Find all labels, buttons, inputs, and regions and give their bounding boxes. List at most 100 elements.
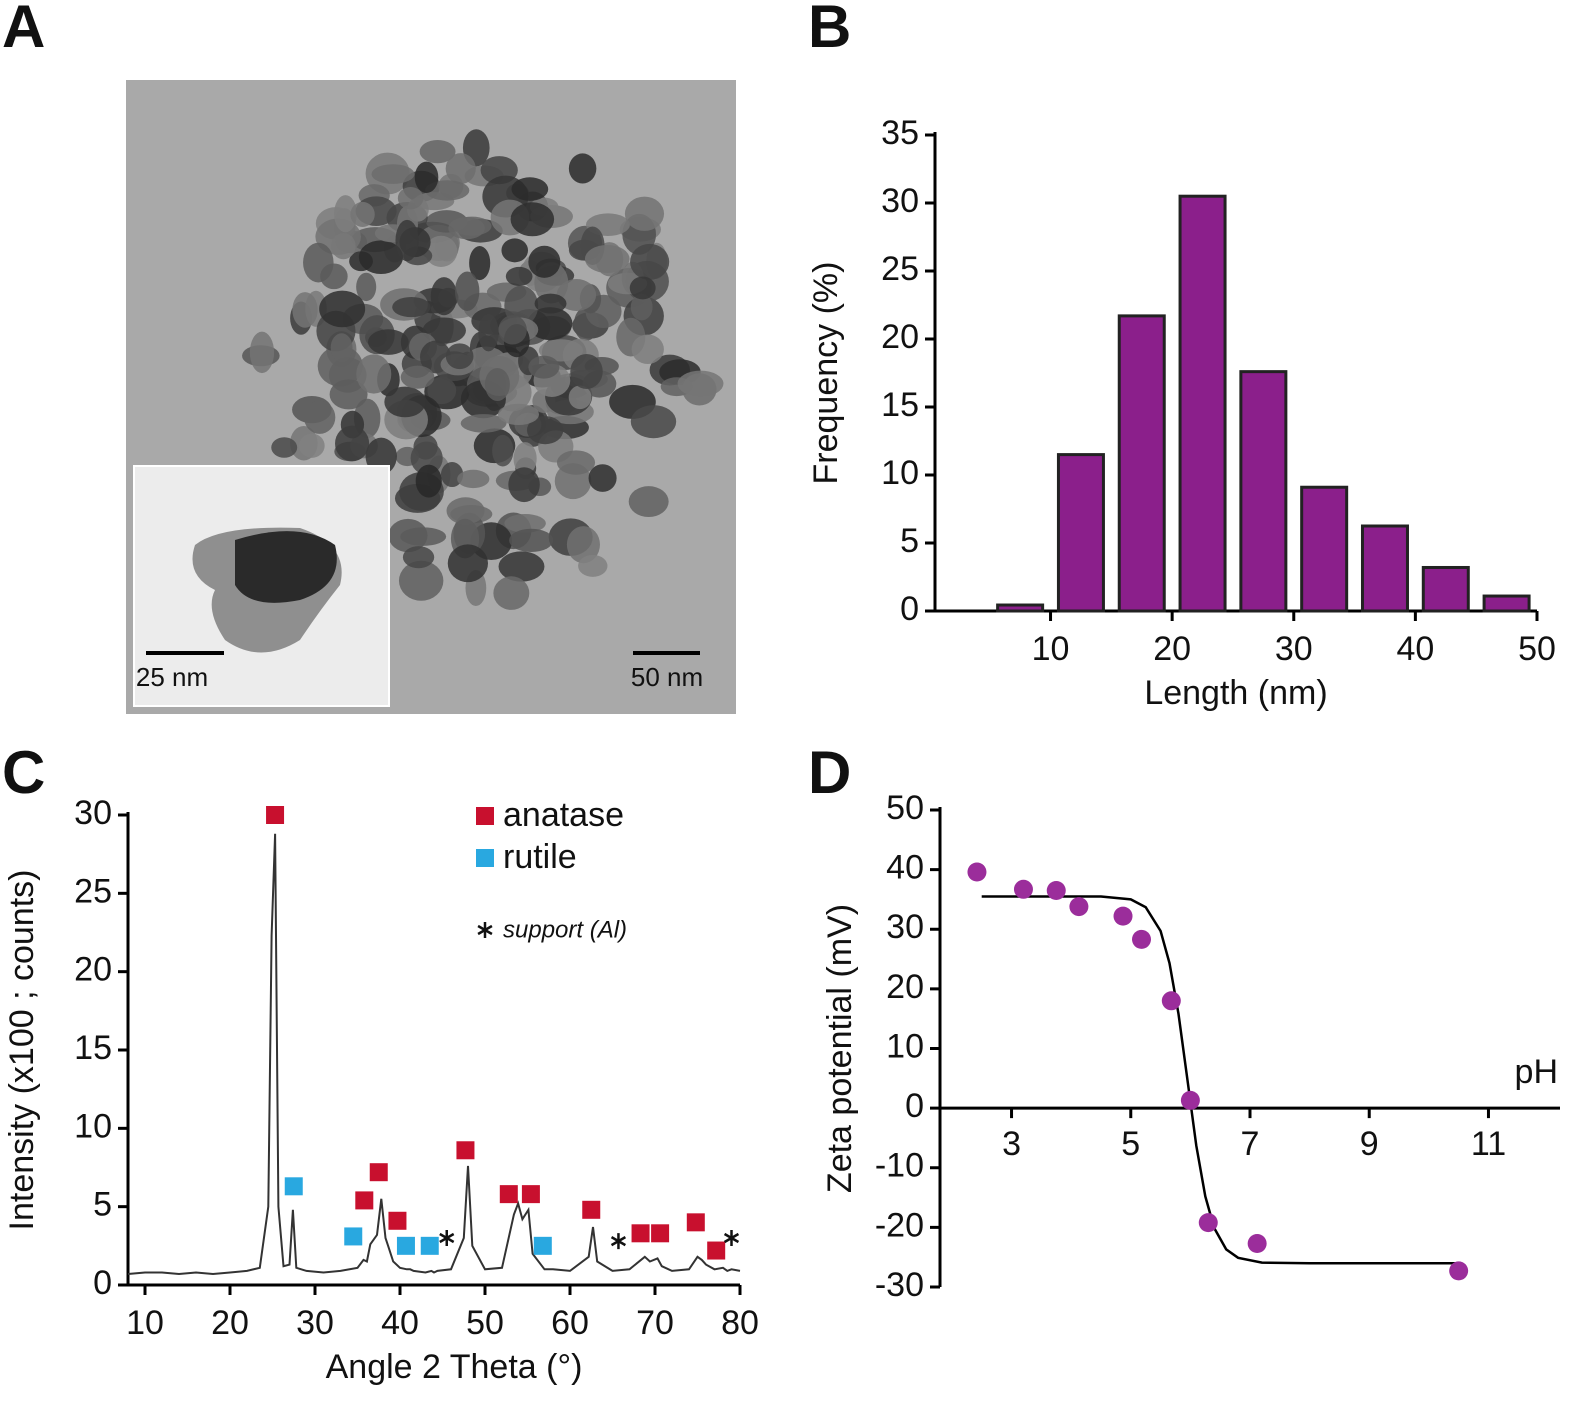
x-tick-label: 20 bbox=[1153, 630, 1191, 668]
particle bbox=[534, 293, 567, 314]
particle bbox=[427, 376, 457, 405]
particle bbox=[320, 263, 348, 290]
x-tick-label: 7 bbox=[1241, 1125, 1260, 1163]
particle bbox=[329, 379, 368, 410]
asterisk-stroke bbox=[477, 924, 493, 936]
particle bbox=[556, 278, 597, 312]
data-point bbox=[1449, 1261, 1469, 1281]
particle bbox=[350, 201, 375, 227]
peak-marker bbox=[499, 1185, 518, 1204]
particle bbox=[356, 272, 377, 302]
particle bbox=[330, 333, 353, 363]
y-tick-label: 5 bbox=[93, 1186, 112, 1224]
particle bbox=[400, 365, 435, 389]
particle bbox=[493, 576, 530, 610]
x-tick-label: 11 bbox=[1471, 1125, 1506, 1163]
fit-curve bbox=[981, 895, 1459, 1265]
legend-marker bbox=[476, 807, 494, 825]
particle bbox=[445, 153, 476, 185]
particle bbox=[526, 416, 564, 445]
particle bbox=[395, 219, 419, 262]
particle bbox=[249, 331, 275, 374]
y-tick-label: 10 bbox=[74, 1107, 112, 1145]
particle bbox=[624, 196, 665, 231]
peak-marker bbox=[396, 1236, 415, 1255]
particle bbox=[510, 202, 555, 237]
particle bbox=[402, 546, 435, 569]
peak-marker bbox=[686, 1213, 705, 1232]
y-tick-label: 30 bbox=[886, 908, 924, 946]
peak-marker bbox=[369, 1163, 388, 1182]
x-tick-label: 40 bbox=[1396, 630, 1434, 668]
particle bbox=[334, 195, 357, 233]
peak-marker bbox=[521, 1185, 540, 1204]
particle bbox=[371, 164, 415, 184]
y-tick-label: 30 bbox=[74, 794, 112, 832]
peak-marker bbox=[610, 1233, 627, 1250]
asterisk-stroke bbox=[610, 1236, 627, 1247]
particle-cluster bbox=[242, 129, 724, 610]
data-point bbox=[1013, 879, 1033, 899]
y-tick-label: 20 bbox=[886, 968, 924, 1006]
panel-label: B bbox=[808, 0, 851, 60]
x-tick-label: 30 bbox=[1275, 630, 1313, 668]
peak-marker bbox=[266, 806, 285, 824]
peak-marker bbox=[388, 1211, 407, 1230]
y-tick-label: 20 bbox=[74, 951, 112, 989]
particle bbox=[414, 161, 439, 193]
bar bbox=[1300, 485, 1349, 613]
particle bbox=[438, 287, 459, 308]
y-tick-label: 15 bbox=[881, 386, 919, 424]
x-axis-label: pH bbox=[1515, 1053, 1558, 1091]
particle bbox=[501, 238, 529, 263]
y-tick-label: 15 bbox=[74, 1029, 112, 1067]
particle bbox=[584, 244, 630, 274]
particle bbox=[424, 235, 458, 267]
x-tick-label: 50 bbox=[1518, 630, 1556, 668]
peak-marker bbox=[582, 1200, 601, 1219]
x-axis-label: Angle 2 Theta (°) bbox=[326, 1348, 583, 1386]
bar bbox=[1239, 370, 1288, 613]
y-axis-label: Intensity (x100 ; counts) bbox=[3, 870, 41, 1231]
x-tick-label: 5 bbox=[1121, 1125, 1140, 1163]
peak-marker bbox=[355, 1191, 374, 1210]
particle bbox=[528, 245, 561, 278]
peak-marker bbox=[439, 1230, 455, 1246]
bar bbox=[996, 603, 1045, 613]
y-tick-label: -30 bbox=[875, 1266, 924, 1304]
particle bbox=[397, 187, 424, 210]
particle bbox=[460, 414, 507, 433]
inset-scale-label: 25 nm bbox=[136, 662, 208, 692]
x-tick-label: 20 bbox=[211, 1304, 249, 1342]
y-tick-label: 35 bbox=[881, 114, 919, 152]
data-point bbox=[1046, 880, 1066, 900]
peak-marker bbox=[723, 1230, 740, 1246]
particle bbox=[630, 243, 670, 280]
particle bbox=[304, 400, 336, 434]
panel-label: D bbox=[808, 739, 851, 806]
particle bbox=[508, 467, 540, 503]
particle bbox=[498, 551, 545, 582]
particle bbox=[538, 339, 584, 362]
legend-label: support (Al) bbox=[503, 916, 627, 943]
particle bbox=[631, 334, 664, 364]
particle bbox=[454, 271, 480, 312]
particle bbox=[556, 450, 596, 475]
particle bbox=[447, 544, 488, 583]
peak-marker bbox=[344, 1227, 363, 1246]
particle bbox=[469, 246, 491, 281]
data-point bbox=[1113, 906, 1133, 926]
particle bbox=[630, 405, 677, 439]
particle bbox=[398, 560, 444, 601]
x-tick-label: 10 bbox=[126, 1304, 164, 1342]
x-tick-label: 50 bbox=[466, 1304, 504, 1342]
data-point bbox=[967, 862, 987, 882]
y-tick-label: 20 bbox=[881, 318, 919, 356]
particle bbox=[511, 177, 549, 201]
particle bbox=[392, 296, 431, 318]
particle bbox=[677, 370, 724, 397]
particle bbox=[317, 345, 363, 387]
peak-marker bbox=[533, 1236, 552, 1255]
particle bbox=[422, 317, 466, 344]
bar bbox=[1360, 524, 1409, 613]
